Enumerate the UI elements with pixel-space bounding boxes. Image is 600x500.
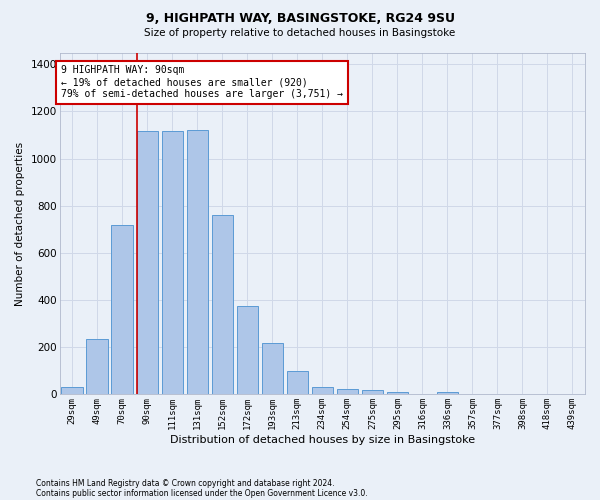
Bar (236, 306, 258, 394)
Bar (187, 130, 208, 394)
Text: 9, HIGHPATH WAY, BASINGSTOKE, RG24 9SU: 9, HIGHPATH WAY, BASINGSTOKE, RG24 9SU (146, 12, 455, 26)
Bar (287, 371, 308, 394)
Bar (362, 390, 383, 394)
Bar (212, 215, 233, 394)
Bar (437, 392, 458, 394)
Text: Contains HM Land Registry data © Crown copyright and database right 2024.: Contains HM Land Registry data © Crown c… (36, 478, 335, 488)
Bar (86, 339, 108, 394)
Bar (61, 388, 83, 394)
Bar (262, 342, 283, 394)
Bar (337, 389, 358, 394)
X-axis label: Distribution of detached houses by size in Basingstoke: Distribution of detached houses by size … (170, 435, 475, 445)
Text: Contains public sector information licensed under the Open Government Licence v3: Contains public sector information licen… (36, 488, 368, 498)
Bar (112, 224, 133, 394)
Bar (311, 388, 333, 394)
Text: 9 HIGHPATH WAY: 90sqm
← 19% of detached houses are smaller (920)
79% of semi-det: 9 HIGHPATH WAY: 90sqm ← 19% of detached … (61, 66, 343, 98)
Y-axis label: Number of detached properties: Number of detached properties (15, 142, 25, 306)
Bar (137, 132, 158, 394)
Bar (161, 132, 183, 394)
Text: Size of property relative to detached houses in Basingstoke: Size of property relative to detached ho… (145, 28, 455, 38)
Bar (387, 392, 408, 394)
